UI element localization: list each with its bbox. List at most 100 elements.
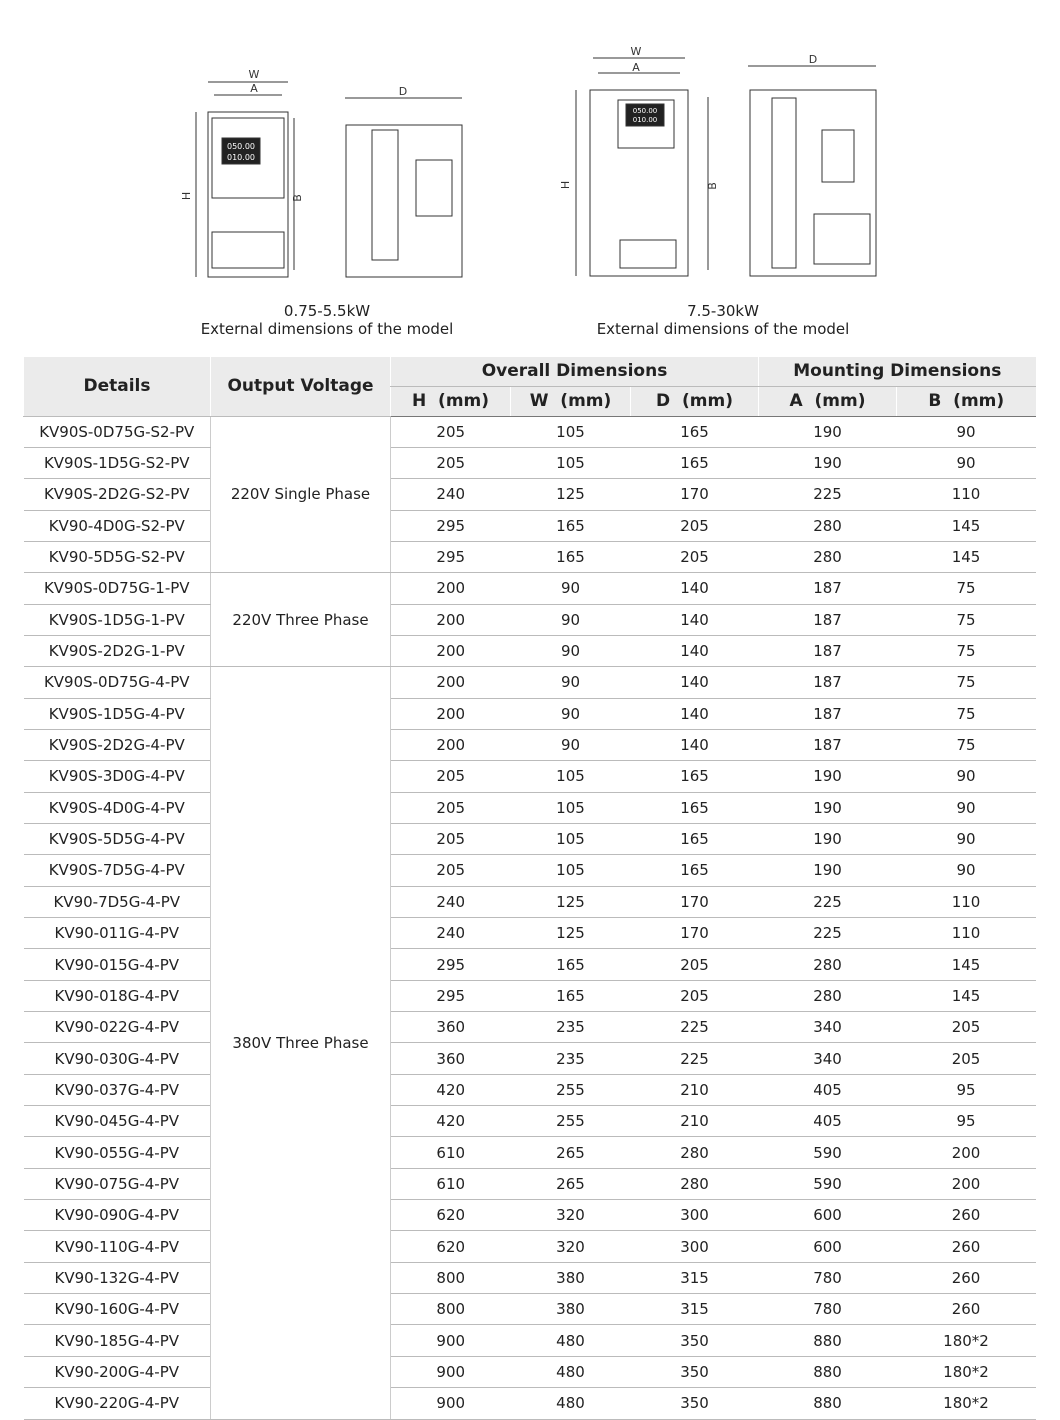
value-cell: 200	[390, 666, 511, 699]
display-text: 050.00	[227, 142, 255, 151]
header-cell: Output Voltage	[210, 357, 391, 417]
value-cell: 95	[896, 1074, 1036, 1107]
model-cell: KV90S-0D75G-4-PV	[23, 666, 211, 699]
value-cell: 205	[390, 447, 511, 480]
value-cell: 75	[896, 635, 1036, 668]
value-cell: 265	[510, 1136, 631, 1169]
table-row: KV90S-1D5G-4-PV 200 90 140 187 75	[23, 698, 1036, 730]
value-cell: 200	[390, 572, 511, 605]
value-cell: 105	[510, 760, 631, 793]
model-cell: KV90-160G-4-PV	[23, 1293, 211, 1326]
table-row: KV90-022G-4-PV 360 235 225 340 205	[23, 1011, 1036, 1044]
dimensions-table: Details Output Voltage Overall Dimension…	[23, 357, 1036, 1420]
value-cell: 205	[390, 760, 511, 793]
value-cell: 315	[630, 1293, 759, 1326]
value-cell: 165	[630, 760, 759, 793]
value-cell: 255	[510, 1074, 631, 1107]
side-view	[345, 124, 463, 278]
caption: 7.5-30kW External dimensions of the mode…	[523, 302, 923, 338]
dim-label: D	[809, 53, 817, 66]
value-cell: 380	[510, 1293, 631, 1326]
dim-label: A	[632, 61, 640, 74]
header-cell: W (mm)	[510, 386, 631, 417]
value-cell: 225	[630, 1011, 759, 1044]
value-cell: 900	[390, 1387, 511, 1420]
value-cell: 900	[390, 1356, 511, 1389]
value-cell: 240	[390, 917, 511, 950]
model-cell: KV90S-2D2G-4-PV	[23, 729, 211, 762]
model-cell: KV90-220G-4-PV	[23, 1387, 211, 1420]
value-cell: 140	[630, 635, 759, 668]
table-row: KV90-015G-4-PV 295 165 205 280 145	[23, 948, 1036, 981]
table-row: KV90S-0D75G-1-PV 220V Three Phase 200 90 140…	[23, 572, 1036, 668]
header-cell: A (mm)	[758, 386, 897, 417]
table-row: KV90-018G-4-PV 295 165 205 280 145	[23, 980, 1036, 1013]
table-row: KV90-160G-4-PV 800 380 315 780 260	[23, 1293, 1036, 1326]
value-cell: 90	[896, 823, 1036, 856]
value-cell: 800	[390, 1262, 511, 1295]
value-cell: 600	[758, 1230, 897, 1263]
dim-label: W	[631, 45, 642, 58]
value-cell: 225	[758, 886, 897, 919]
value-cell: 75	[896, 666, 1036, 699]
value-cell: 380	[510, 1262, 631, 1295]
table-row: KV90-200G-4-PV 900 480 350 880 180*2	[23, 1356, 1036, 1389]
model-cell: KV90S-4D0G-4-PV	[23, 792, 211, 824]
value-cell: 140	[630, 666, 759, 699]
value-cell: 187	[758, 729, 897, 762]
value-cell: 110	[896, 478, 1036, 511]
value-cell: 200	[390, 698, 511, 730]
value-cell: 110	[896, 917, 1036, 950]
model-cell: KV90S-1D5G-S2-PV	[23, 447, 211, 480]
value-cell: 90	[510, 572, 631, 605]
value-cell: 110	[896, 886, 1036, 919]
value-cell: 900	[390, 1324, 511, 1357]
dim-label: H	[559, 181, 572, 189]
value-cell: 205	[630, 948, 759, 981]
value-cell: 90	[510, 729, 631, 762]
value-cell: 260	[896, 1230, 1036, 1263]
display	[625, 103, 665, 127]
value-cell: 320	[510, 1230, 631, 1263]
panel	[617, 99, 675, 149]
caption-power: 0.75-5.5kW	[283, 302, 371, 320]
value-cell: 165	[510, 541, 631, 574]
model-cell: KV90-022G-4-PV	[23, 1011, 211, 1044]
value-cell: 140	[630, 729, 759, 762]
table-row: KV90-037G-4-PV 420 255 210 405 95	[23, 1074, 1036, 1107]
value-cell: 105	[510, 792, 631, 824]
table-row: KV90-011G-4-PV 240 125 170 225 110	[23, 917, 1036, 950]
value-cell: 420	[390, 1074, 511, 1107]
value-cell: 75	[896, 698, 1036, 730]
value-cell: 187	[758, 572, 897, 605]
value-cell: 75	[896, 604, 1036, 636]
model-cell: KV90S-1D5G-1-PV	[23, 604, 211, 636]
value-cell: 210	[630, 1074, 759, 1107]
model-cell: KV90-075G-4-PV	[23, 1168, 211, 1201]
model-cell: KV90S-1D5G-4-PV	[23, 698, 211, 730]
table-row: KV90S-1D5G-1-PV 200 90 140 187 75	[23, 604, 1036, 636]
dim-label: A	[250, 82, 258, 95]
value-cell: 200	[390, 604, 511, 636]
value-cell: 405	[758, 1074, 897, 1107]
value-cell: 90	[896, 416, 1036, 448]
value-cell: 125	[510, 917, 631, 950]
value-cell: 165	[630, 792, 759, 824]
label-plate	[619, 239, 677, 269]
value-cell: 95	[896, 1105, 1036, 1138]
value-cell: 265	[510, 1168, 631, 1201]
value-cell: 420	[390, 1105, 511, 1138]
value-cell: 190	[758, 823, 897, 856]
window	[821, 129, 855, 183]
value-cell: 190	[758, 447, 897, 480]
dim-label: W	[249, 68, 260, 81]
value-cell: 75	[896, 729, 1036, 762]
value-cell: 190	[758, 416, 897, 448]
value-cell: 280	[758, 980, 897, 1013]
value-cell: 200	[896, 1168, 1036, 1201]
value-cell: 780	[758, 1293, 897, 1326]
value-cell: 235	[510, 1011, 631, 1044]
header-cell: Overall Dimensions	[389, 357, 759, 387]
value-cell: 295	[390, 980, 511, 1013]
dim-label: B	[291, 194, 304, 202]
